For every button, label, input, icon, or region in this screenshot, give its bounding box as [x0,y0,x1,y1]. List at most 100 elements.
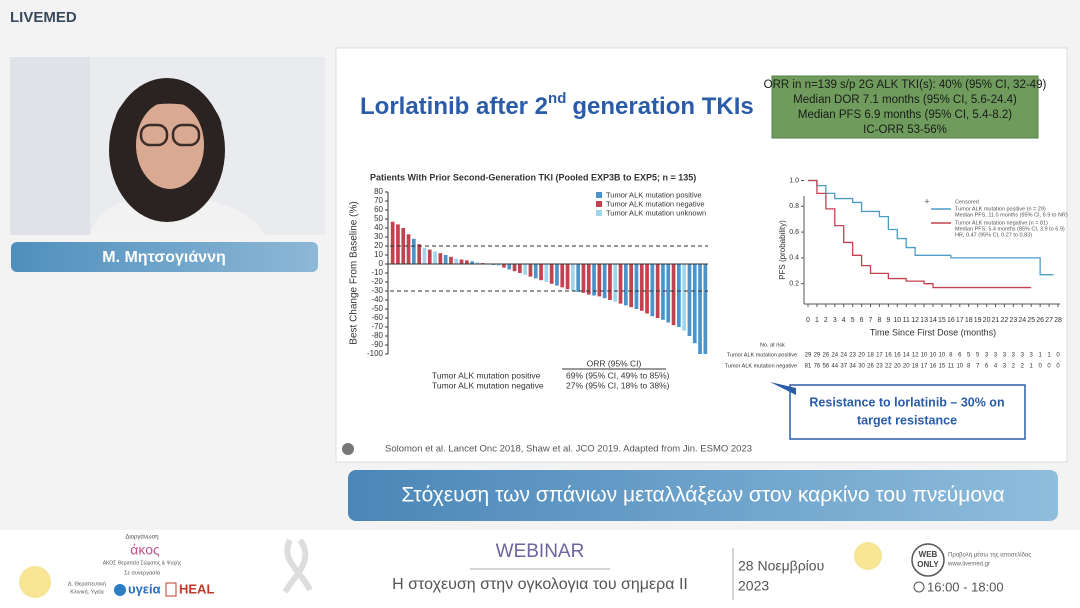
y-tick-label: 40 [374,223,383,232]
bar [692,264,697,344]
speaker-name: Μ. Μητσογιάννη [102,249,225,266]
at-risk-count: 8 [949,353,953,359]
bar [597,264,602,297]
bar [698,264,702,354]
at-risk-count: 0 [1047,364,1051,370]
at-risk-title: No. at risk [760,342,785,348]
bar [666,264,671,323]
x-tick-label: 11 [903,317,910,324]
slide-title: Lorlatinib after 2nd generation TKIs [360,90,754,120]
at-risk-count: 23 [849,353,856,359]
clock-icon [913,581,925,593]
bar [512,264,517,272]
x-tick-label: 25 [1027,317,1035,324]
at-risk-count: 1 [1047,353,1051,359]
at-risk-count: 23 [876,364,883,370]
bar [602,264,607,299]
bar [390,221,395,264]
y-tick-label: -10 [371,268,383,277]
callout-text: target resistance [857,413,957,427]
bar [422,247,427,264]
x-tick-label: 24 [1018,317,1026,324]
at-risk-count: 3 [1021,353,1025,359]
at-risk-count: 34 [849,364,856,370]
x-tick-label: 20 [983,317,991,324]
bar [523,264,527,275]
x-tick-label: 5 [851,317,855,324]
bar [639,264,644,311]
citation: Solomon et al. Lancet Onc 2018, Shaw et … [385,444,752,455]
y-tick-label: -90 [371,340,383,349]
partner-label: Σε συνεργασία [124,570,161,576]
y-tick-label: 70 [374,196,383,205]
web-only: WEB [919,550,938,559]
bar [592,264,596,296]
at-risk-count: 81 [805,364,812,370]
bar [687,264,692,336]
at-risk-count: 37 [840,364,847,370]
at-risk-count: 11 [948,364,955,370]
at-risk-count: 4 [994,364,998,370]
bar [608,264,612,300]
year: 2023 [738,578,769,594]
at-risk-count: 10 [939,353,946,359]
ygeia-icon [114,584,126,596]
at-risk-count: 26 [823,353,830,359]
at-risk-count: 1 [1030,364,1034,370]
heal-logo: HEAL [179,581,214,596]
at-risk-count: 20 [894,364,901,370]
bar [586,264,591,295]
table-value: 69% (95% CI, 49% to 85%) [566,370,670,380]
webinar: WEBINAR [496,541,585,562]
at-risk-count: 18 [912,364,919,370]
legend-swatch [596,201,602,207]
legend-label: Tumor ALK mutation positive (n = 29) [955,206,1046,212]
bar [613,264,618,302]
x-tick-label: 3 [833,317,837,324]
at-risk-count: 3 [1030,353,1034,359]
table-header: ORR (95% CI) [587,358,642,368]
summary-line: Median DOR 7.1 months (95% CI, 5.6-24.4) [793,94,1017,106]
table-value: 27% (95% CI, 18% to 38%) [566,380,670,390]
at-risk-count: 20 [903,364,910,370]
legend-label: Tumor ALK mutation negative (n = 81) [955,220,1048,226]
bar [650,264,655,317]
ribbon [282,538,313,594]
x-tick-label: 23 [1009,317,1017,324]
km-chart: 1.00.80.60.40.20 1 2 3 4 5 6 7 8 9 10 11 12 13 14 15 16 1… [725,177,1068,369]
x-tick-label: 9 [886,317,890,324]
bar [438,253,443,264]
bar [645,264,649,314]
organizer-sub: ΑΚΟΣ Θεραπεία Σώματος & Ψυχής [103,559,182,566]
x-tick-label: 13 [920,317,928,324]
y-tick-label: 50 [374,214,383,223]
y-tick-label: -50 [371,304,383,313]
web-note: Προβολή μέσω της ιστοσελίδας [948,552,1031,559]
y-tick-label: 80 [374,187,383,196]
bar [703,264,708,354]
legend-label: HR, 0.47 (95% CI, 0.27 to 0.83) [955,232,1032,238]
at-risk-count: 5 [967,353,971,359]
at-risk-count: 26 [867,364,874,370]
deco [19,566,51,598]
summary-line: Median PFS 6.9 months (95% CI, 5.4-8.2) [798,109,1012,121]
bar [544,264,549,282]
banner-text: Στόχευση των σπάνιων μεταλλάξεων στον κα… [401,484,1004,507]
at-risk-count: 24 [840,353,847,359]
title-text: Lorlatinib after 2 [360,93,548,120]
at-risk-count: 16 [894,353,901,359]
legend-label: Median PFS, 5.4 months (95% CI, 3.9 to 6… [955,226,1065,232]
at-risk-count: 29 [814,353,821,359]
name-bar [11,242,318,272]
x-tick-label: 15 [938,317,946,324]
at-risk-count: 10 [956,364,963,370]
time: 16:00 - 18:00 [927,579,1004,594]
bar [560,264,565,288]
km-curve [808,179,1032,289]
bar [624,264,628,306]
at-risk-count: 24 [831,353,838,359]
x-tick-label: 14 [929,317,937,324]
y-tick-label: 0.4 [789,255,799,262]
legend-label: Median PFS, 11.0 months (95% CI, 6.9 to … [955,212,1068,218]
y-tick-label: 60 [374,205,383,214]
